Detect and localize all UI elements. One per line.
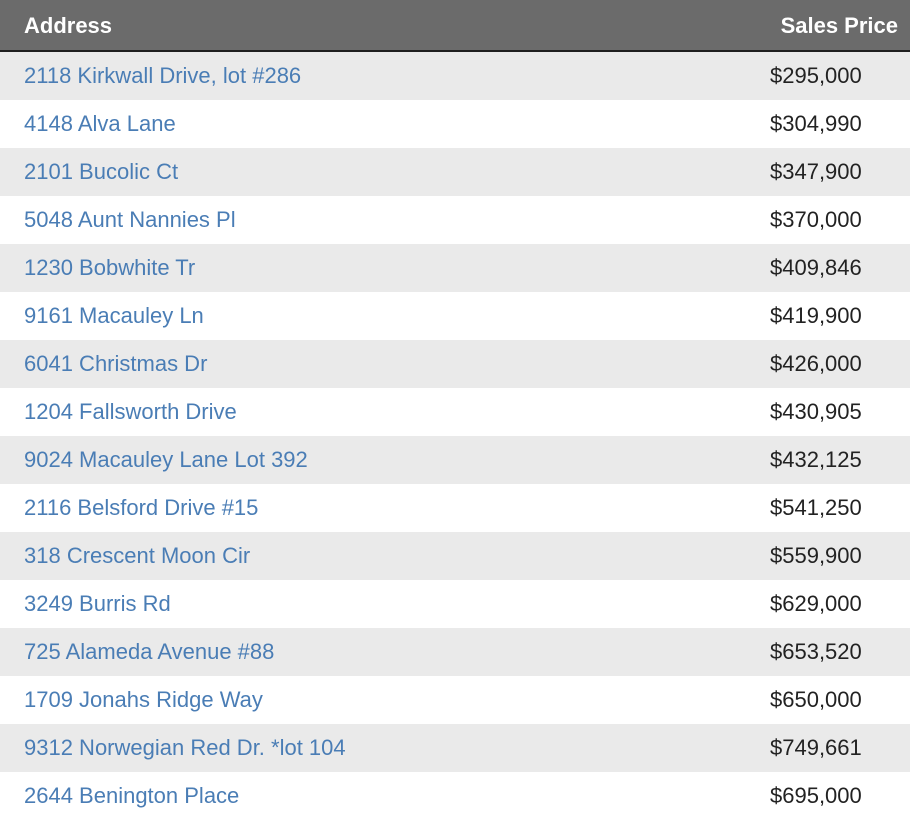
sales-price: $559,900 xyxy=(770,543,862,568)
header-address[interactable]: Address xyxy=(24,13,113,38)
sales-price: $430,905 xyxy=(770,399,862,424)
sales-price: $541,250 xyxy=(770,495,862,520)
table-row: 1204 Fallsworth Drive $430,905 xyxy=(0,388,910,436)
table-row: 2118 Kirkwall Drive, lot #286 $295,000 xyxy=(0,52,910,100)
table-row: 318 Crescent Moon Cir $559,900 xyxy=(0,532,910,580)
table-row: 9312 Norwegian Red Dr. *lot 104 $749,661 xyxy=(0,724,910,772)
sales-price: $419,900 xyxy=(770,303,862,328)
sales-price: $653,520 xyxy=(770,639,862,664)
address-link[interactable]: 9024 Macauley Lane Lot 392 xyxy=(24,447,308,472)
table-header: Address Sales Price xyxy=(0,0,910,52)
sales-price: $295,000 xyxy=(770,63,862,88)
address-link[interactable]: 4148 Alva Lane xyxy=(24,111,176,136)
address-link[interactable]: 6041 Christmas Dr xyxy=(24,351,208,376)
table-row: 6041 Christmas Dr $426,000 xyxy=(0,340,910,388)
address-link[interactable]: 9161 Macauley Ln xyxy=(24,303,204,328)
table-row: 2644 Benington Place $695,000 xyxy=(0,772,910,820)
table-row: 1709 Jonahs Ridge Way $650,000 xyxy=(0,676,910,724)
address-link[interactable]: 9312 Norwegian Red Dr. *lot 104 xyxy=(24,735,346,760)
sales-price: $370,000 xyxy=(770,207,862,232)
address-link[interactable]: 1204 Fallsworth Drive xyxy=(24,399,237,424)
address-link[interactable]: 3249 Burris Rd xyxy=(24,591,171,616)
table-row: 5048 Aunt Nannies Pl $370,000 xyxy=(0,196,910,244)
table-row: 9024 Macauley Lane Lot 392 $432,125 xyxy=(0,436,910,484)
table-row: 3249 Burris Rd $629,000 xyxy=(0,580,910,628)
table-row: 2101 Bucolic Ct $347,900 xyxy=(0,148,910,196)
sales-price: $426,000 xyxy=(770,351,862,376)
address-link[interactable]: 5048 Aunt Nannies Pl xyxy=(24,207,236,232)
address-link[interactable]: 1709 Jonahs Ridge Way xyxy=(24,687,263,712)
address-link[interactable]: 2118 Kirkwall Drive, lot #286 xyxy=(24,63,302,88)
sales-price: $695,000 xyxy=(770,783,862,808)
address-link[interactable]: 2101 Bucolic Ct xyxy=(24,159,179,184)
address-link[interactable]: 1230 Bobwhite Tr xyxy=(24,255,196,280)
sales-price: $432,125 xyxy=(770,447,862,472)
sales-price: $629,000 xyxy=(770,591,862,616)
header-sales-price[interactable]: Sales Price xyxy=(780,13,898,38)
table-row: 725 Alameda Avenue #88 $653,520 xyxy=(0,628,910,676)
sales-price: $650,000 xyxy=(770,687,862,712)
address-link[interactable]: 318 Crescent Moon Cir xyxy=(24,543,251,568)
sales-price: $347,900 xyxy=(770,159,862,184)
table-row: 1230 Bobwhite Tr $409,846 xyxy=(0,244,910,292)
sales-price: $749,661 xyxy=(770,735,862,760)
address-link[interactable]: 2116 Belsford Drive #15 xyxy=(24,495,259,520)
table-row: 9161 Macauley Ln $419,900 xyxy=(0,292,910,340)
table-row: 2116 Belsford Drive #15 $541,250 xyxy=(0,484,910,532)
address-link[interactable]: 2644 Benington Place xyxy=(24,783,240,808)
address-link[interactable]: 725 Alameda Avenue #88 xyxy=(24,639,275,664)
sales-price: $304,990 xyxy=(770,111,862,136)
table-row: 4148 Alva Lane $304,990 xyxy=(0,100,910,148)
sales-price: $409,846 xyxy=(770,255,862,280)
